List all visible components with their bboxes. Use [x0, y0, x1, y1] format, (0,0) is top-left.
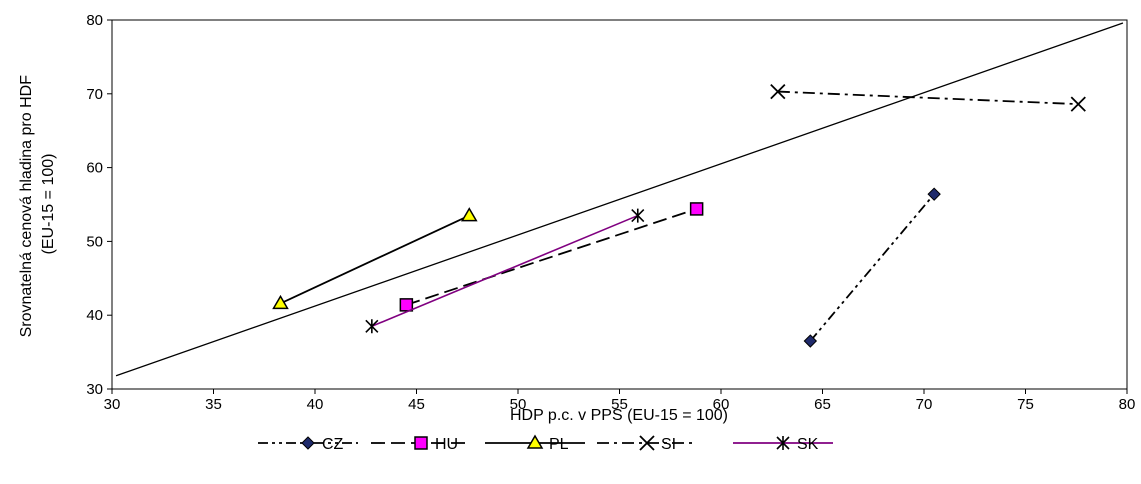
x-tick-label: 50: [510, 396, 527, 413]
x-axis-title: HDP p.c. v PPS (EU-15 = 100): [510, 407, 728, 424]
series-line-si: [777, 90, 1079, 106]
y-tick-label: 80: [86, 12, 103, 29]
series-hu: [399, 202, 704, 312]
reference-line: [115, 22, 1124, 377]
x-tick-label: 40: [307, 396, 324, 413]
y-tick-label: 30: [86, 381, 103, 398]
legend-label-cz: CZ: [322, 436, 344, 453]
legend-label-sk: SK: [797, 436, 819, 453]
x-tick-label: 60: [713, 396, 730, 413]
y-axis-title-line-2: (EU-15 = 100): [40, 154, 57, 255]
x-tick-label: 70: [916, 396, 933, 413]
data-point-hu-2: [689, 202, 704, 216]
legend-label-si: SI: [661, 436, 676, 453]
legend-item-pl: PL: [485, 434, 585, 453]
legend-label-hu: HU: [435, 436, 458, 453]
series-pl: [272, 207, 478, 310]
data-point-cz-1: [803, 334, 818, 348]
data-point-pl-2: [460, 207, 478, 222]
x-tick-label: 30: [104, 396, 121, 413]
y-tick-label: 50: [86, 233, 103, 250]
legend-marker-pl: [526, 434, 544, 449]
y-axis-title: Srovnatelná cenová hladina pro HDF (EU-1…: [18, 71, 57, 338]
legend-item-si: SI: [597, 435, 697, 453]
legend-item-hu: HU: [371, 436, 471, 453]
series-sk: [365, 208, 645, 334]
y-tick-label: 60: [86, 160, 103, 177]
legend-marker-hu: [414, 436, 428, 450]
legend-marker-si: [639, 435, 655, 451]
data-point-si-1: [770, 83, 786, 100]
legend-item-cz: CZ: [258, 436, 358, 453]
legend-label-pl: PL: [549, 436, 569, 453]
series-si: [770, 83, 1086, 112]
data-point-pl-1: [272, 294, 289, 310]
legend-marker-sk: [776, 436, 790, 450]
y-tick-label: 70: [86, 86, 103, 103]
series-line-hu: [406, 208, 697, 306]
plot-area: [111, 19, 1128, 390]
x-tick-label: 80: [1119, 396, 1136, 413]
x-tick-label: 45: [408, 396, 425, 413]
series-line-pl: [280, 214, 470, 305]
y-tick-label: 40: [86, 307, 103, 324]
data-point-hu-1: [399, 298, 414, 312]
legend-item-sk: SK: [733, 436, 833, 453]
x-tick-label: 35: [205, 396, 222, 413]
data-point-sk-1: [365, 319, 379, 334]
x-tick-label: 65: [814, 396, 831, 413]
legend: CZ HU PL SI SK: [258, 434, 833, 453]
data-point-si-2: [1070, 96, 1086, 112]
series-cz: [803, 187, 941, 348]
y-axis-title-line-1: Srovnatelná cenová hladina pro HDF: [18, 75, 35, 338]
x-tick-label: 75: [1017, 396, 1034, 413]
legend-marker-cz: [301, 436, 315, 450]
series-line-cz: [809, 193, 935, 342]
series-line-sk: [371, 214, 639, 328]
data-point-sk-2: [631, 208, 645, 223]
data-point-cz-2: [927, 187, 941, 201]
x-tick-label: 55: [611, 396, 628, 413]
